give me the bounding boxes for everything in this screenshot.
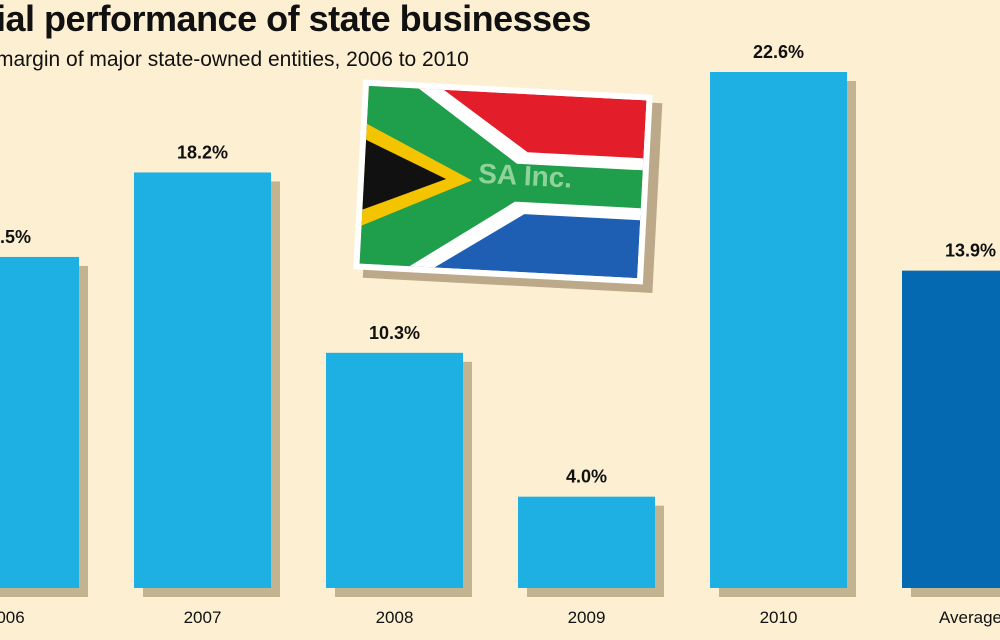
value-label-2008: 10.3% (369, 323, 420, 343)
bar-2008 (326, 352, 463, 588)
category-label-Average: Average (939, 608, 1000, 627)
value-label-2009: 4.0% (566, 467, 607, 487)
bar-Average (902, 270, 1000, 588)
chart-title: ial performance of state businesses (0, 0, 591, 39)
bar-2009 (518, 496, 655, 588)
category-label-2007: 2007 (184, 608, 222, 627)
flag-icon (359, 85, 647, 279)
bar-2007 (134, 172, 271, 588)
value-label-2007: 18.2% (177, 142, 228, 162)
bar-2006 (0, 256, 79, 588)
category-label-2010: 2010 (760, 608, 798, 627)
value-label-2010: 22.6% (753, 42, 804, 62)
south-africa-flag-graphic: SA Inc. (353, 79, 663, 293)
value-label-Average: 13.9% (945, 241, 996, 261)
flag-label: SA Inc. (477, 157, 573, 194)
category-label-2009: 2009 (568, 608, 606, 627)
category-label-2006: 006 (0, 608, 25, 627)
chart-subtitle: margin of major state-owned entities, 20… (0, 48, 469, 71)
category-label-2008: 2008 (376, 608, 414, 627)
bar-2010 (710, 72, 847, 588)
value-label-2006: 4.5% (0, 227, 31, 247)
